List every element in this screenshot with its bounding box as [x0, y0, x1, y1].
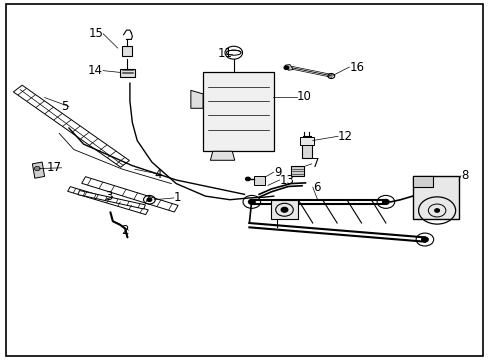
Bar [412, 176, 432, 187]
Bar [302, 144, 311, 158]
Bar [120, 69, 135, 77]
Text: 1: 1 [173, 192, 181, 204]
Bar [203, 72, 273, 151]
Polygon shape [67, 186, 148, 215]
Bar [271, 200, 298, 220]
Text: 17: 17 [46, 161, 61, 174]
Circle shape [245, 177, 250, 181]
Circle shape [382, 199, 388, 204]
Polygon shape [32, 162, 44, 178]
Text: 16: 16 [348, 60, 364, 73]
Polygon shape [285, 64, 293, 70]
Circle shape [421, 237, 427, 242]
Bar [254, 176, 264, 185]
Text: 15: 15 [88, 27, 103, 40]
Text: 7: 7 [311, 157, 319, 170]
Text: 13: 13 [279, 174, 294, 186]
Circle shape [434, 209, 439, 212]
Text: 9: 9 [273, 166, 281, 179]
Text: 6: 6 [312, 181, 320, 194]
Polygon shape [13, 85, 129, 167]
Circle shape [284, 66, 288, 69]
Circle shape [147, 198, 152, 202]
Polygon shape [81, 177, 178, 212]
Text: 8: 8 [460, 169, 468, 182]
Polygon shape [210, 151, 234, 160]
Text: 12: 12 [337, 130, 352, 143]
Bar [290, 166, 304, 176]
Bar [412, 176, 458, 220]
Polygon shape [190, 90, 203, 108]
Polygon shape [78, 190, 145, 209]
Bar [122, 45, 132, 55]
Text: 3: 3 [105, 190, 113, 203]
Text: 11: 11 [217, 47, 232, 60]
Circle shape [34, 166, 40, 171]
Text: 5: 5 [61, 100, 69, 113]
Circle shape [281, 207, 287, 212]
Circle shape [248, 199, 255, 204]
Text: 2: 2 [121, 224, 128, 237]
Text: 4: 4 [154, 168, 161, 181]
Text: 14: 14 [88, 64, 103, 77]
Text: 10: 10 [296, 90, 311, 103]
Bar [300, 137, 313, 145]
